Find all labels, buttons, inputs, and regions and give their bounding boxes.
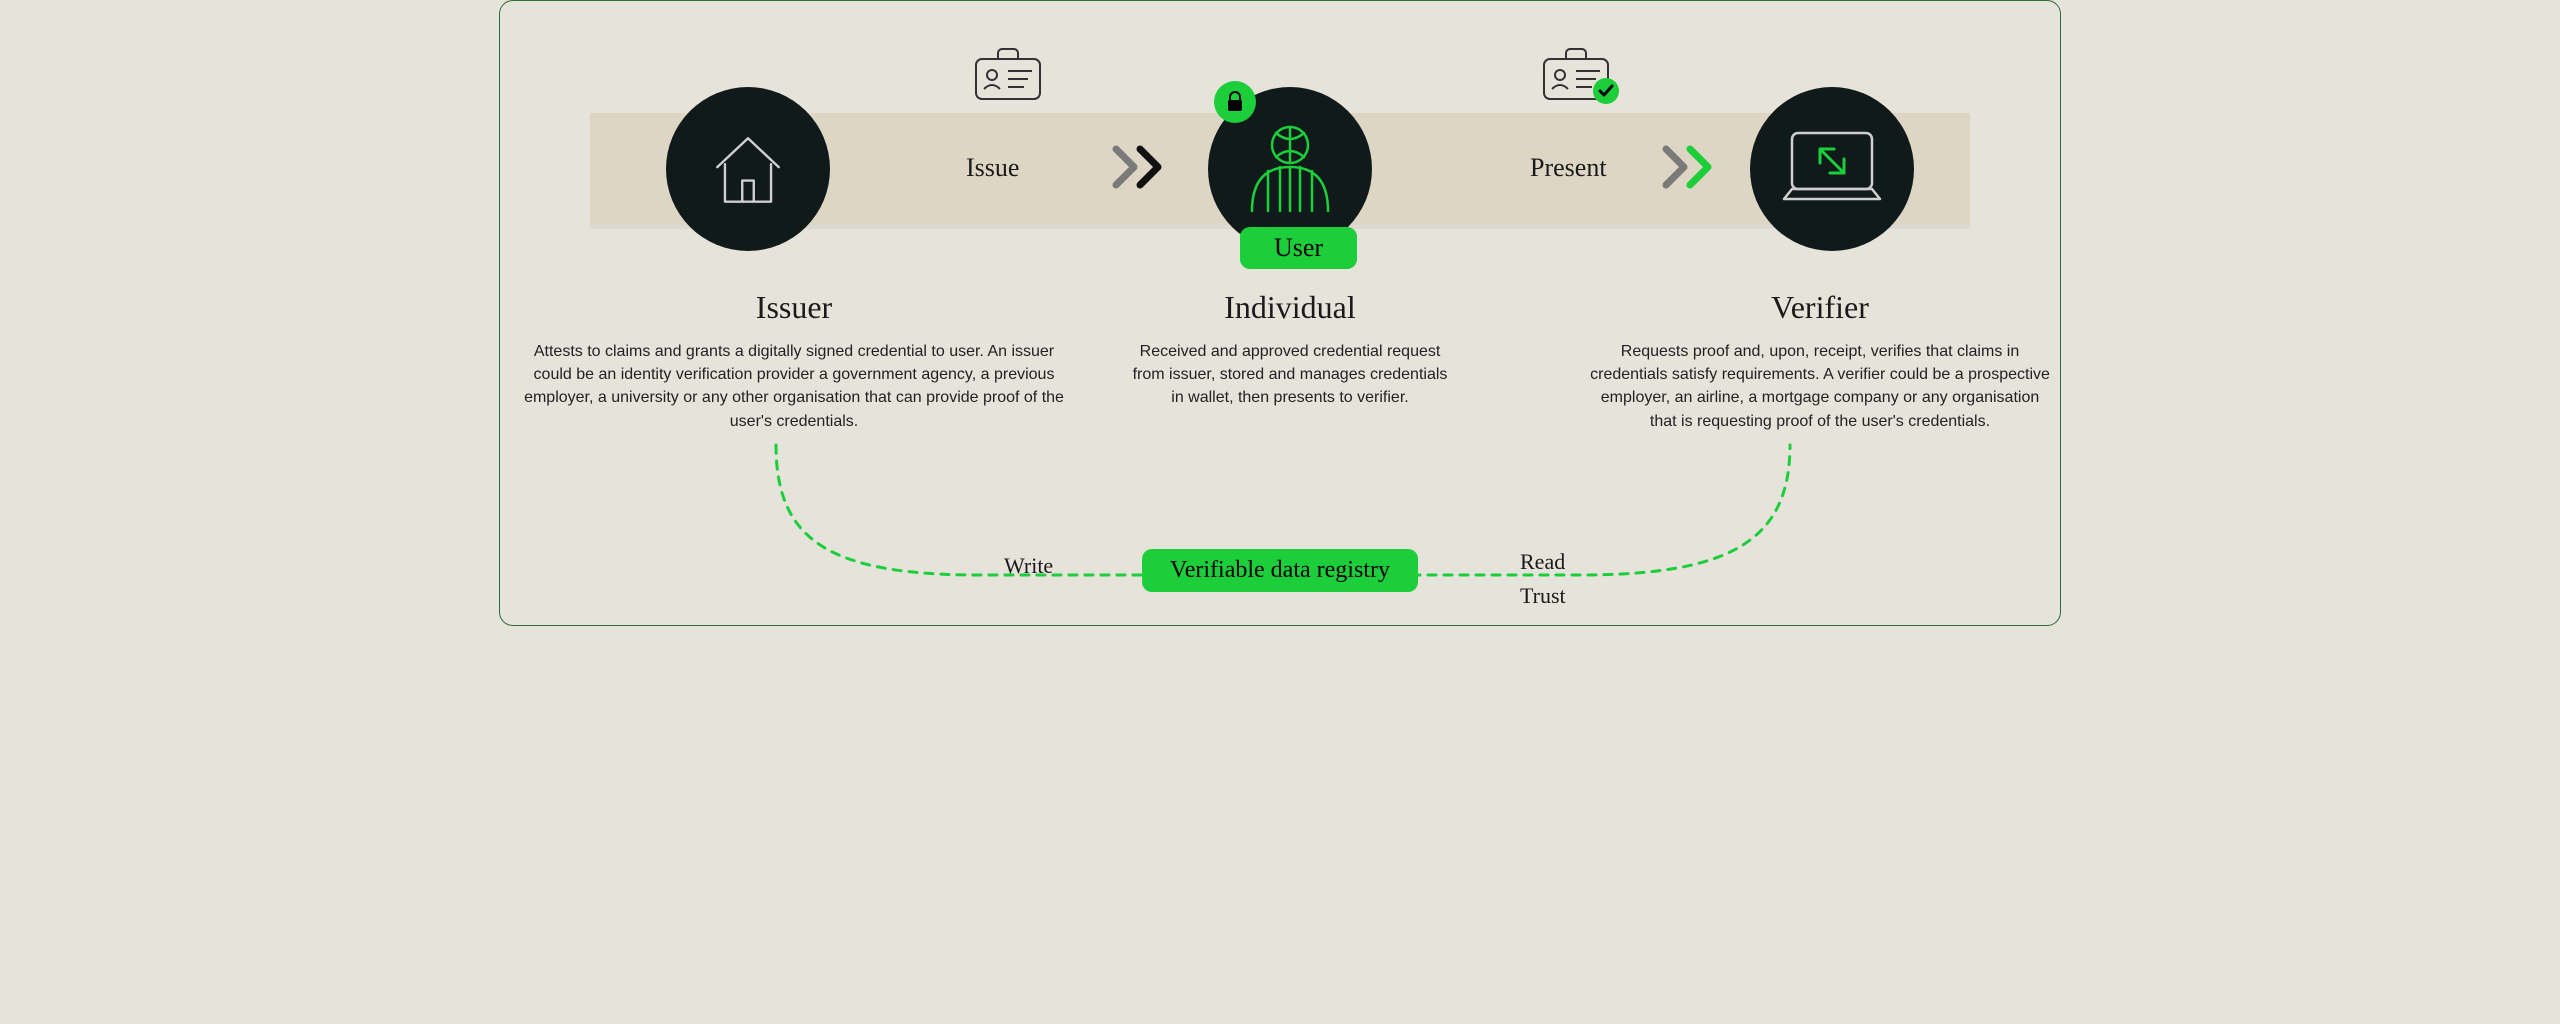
laptop-icon: [1772, 119, 1892, 219]
verifier-node: [1750, 87, 1914, 251]
issuer-column: Issuer Attests to claims and grants a di…: [524, 289, 1064, 433]
lock-icon: [1225, 91, 1245, 113]
present-label: Present: [1530, 153, 1607, 183]
verifier-column: Verifier Requests proof and, upon, recei…: [1590, 289, 2050, 433]
issue-label: Issue: [966, 153, 1019, 183]
registry-read-label: Read: [1520, 549, 1565, 575]
registry-pill: Verifiable data registry: [1142, 549, 1418, 592]
chevrons-issue: [1110, 143, 1170, 191]
house-icon: [700, 121, 796, 217]
chevrons-present: [1660, 143, 1720, 191]
lock-badge: [1214, 81, 1256, 123]
registry-write-label: Write: [1004, 553, 1053, 579]
verifier-body: Requests proof and, upon, receipt, verif…: [1590, 340, 2050, 433]
registry-trust-label: Trust: [1520, 583, 1566, 609]
issuer-node: [666, 87, 830, 251]
user-pill: User: [1240, 227, 1357, 269]
individual-body: Received and approved credential request…: [1130, 340, 1450, 410]
person-icon: [1230, 109, 1350, 229]
individual-title: Individual: [1130, 289, 1450, 326]
issuer-body: Attests to claims and grants a digitally…: [524, 340, 1064, 433]
individual-column: Individual Received and approved credent…: [1130, 289, 1450, 410]
registry-pill-label: Verifiable data registry: [1170, 557, 1390, 583]
user-pill-label: User: [1274, 233, 1323, 262]
issuer-title: Issuer: [524, 289, 1064, 326]
verifier-title: Verifier: [1590, 289, 2050, 326]
diagram-canvas: User: [499, 0, 2061, 626]
credential-card-present: [1540, 47, 1622, 107]
credential-card-issue: [972, 47, 1044, 103]
